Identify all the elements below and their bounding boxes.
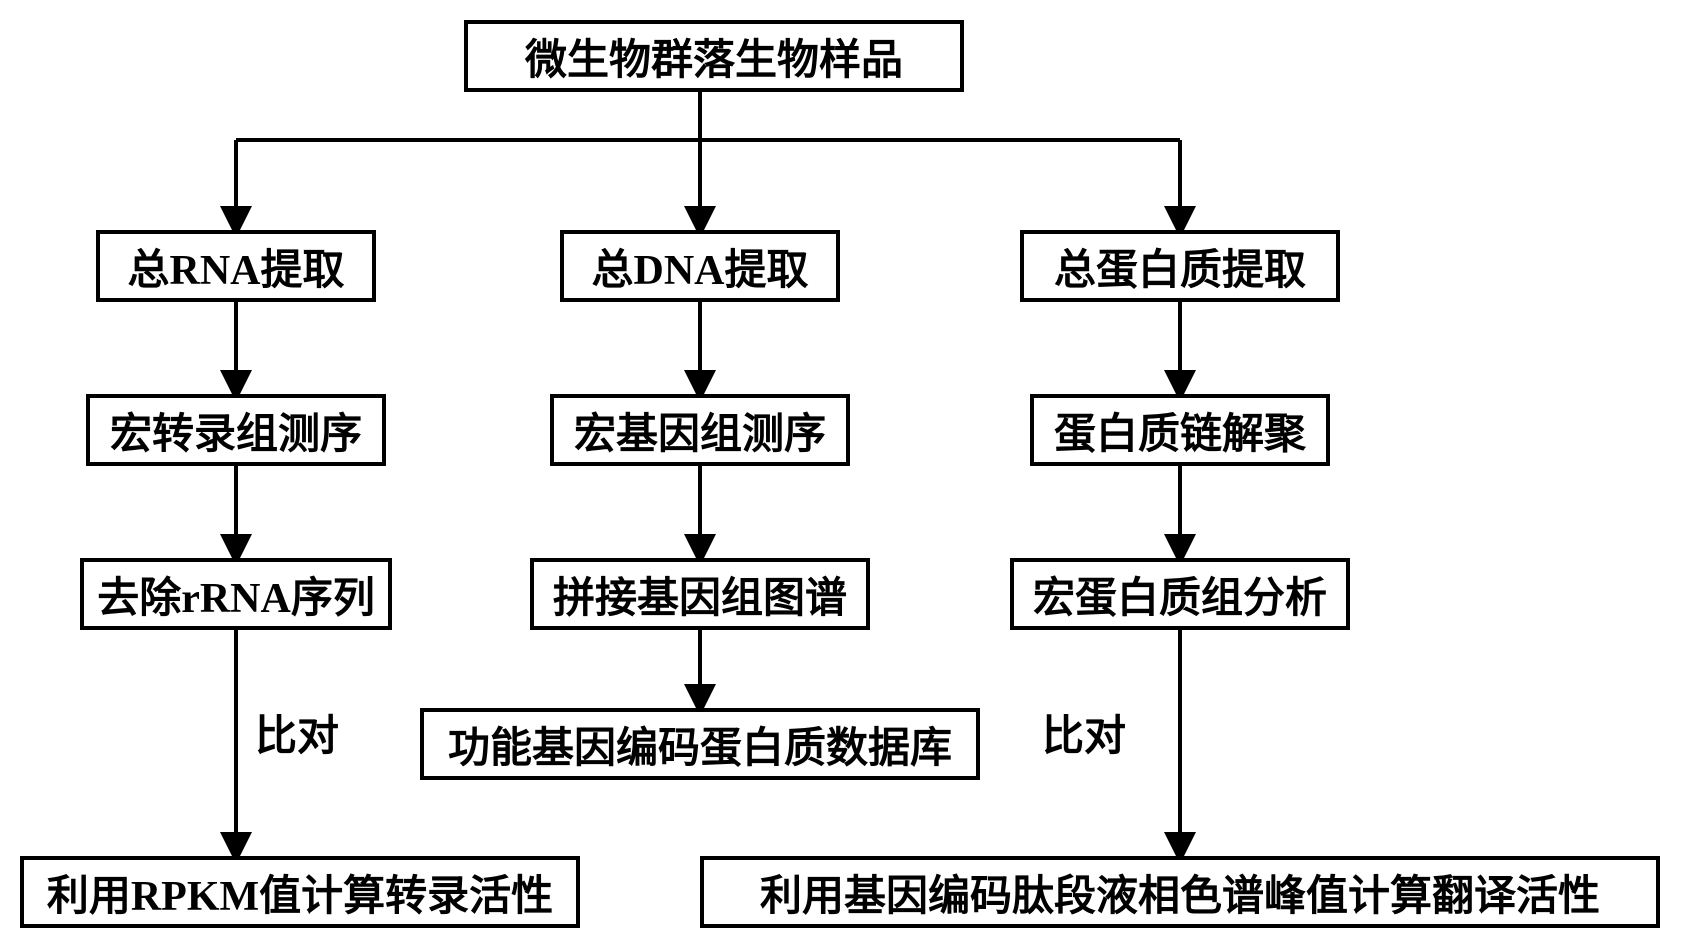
node-protein-depoly: 蛋白质链解聚 bbox=[1030, 394, 1330, 466]
label-compare-left: 比对 bbox=[255, 702, 339, 763]
node-lc-calc: 利用基因编码肽段液相色谱峰值计算翻译活性 bbox=[700, 856, 1660, 928]
label-compare-right: 比对 bbox=[1042, 702, 1126, 763]
node-database: 功能基因编码蛋白质数据库 bbox=[420, 708, 980, 780]
node-genome-seq: 宏基因组测序 bbox=[550, 394, 850, 466]
node-transcriptome-seq: 宏转录组测序 bbox=[86, 394, 386, 466]
node-dna-extract: 总DNA提取 bbox=[560, 230, 840, 302]
flowchart-arrows bbox=[0, 0, 1688, 943]
node-rna-extract: 总RNA提取 bbox=[96, 230, 376, 302]
node-protein-extract: 总蛋白质提取 bbox=[1020, 230, 1340, 302]
node-proteome-analysis: 宏蛋白质组分析 bbox=[1010, 558, 1350, 630]
node-root: 微生物群落生物样品 bbox=[464, 20, 964, 92]
node-rpkm-calc: 利用RPKM值计算转录活性 bbox=[20, 856, 580, 928]
node-remove-rrna: 去除rRNA序列 bbox=[80, 558, 392, 630]
node-assemble-map: 拼接基因组图谱 bbox=[530, 558, 870, 630]
